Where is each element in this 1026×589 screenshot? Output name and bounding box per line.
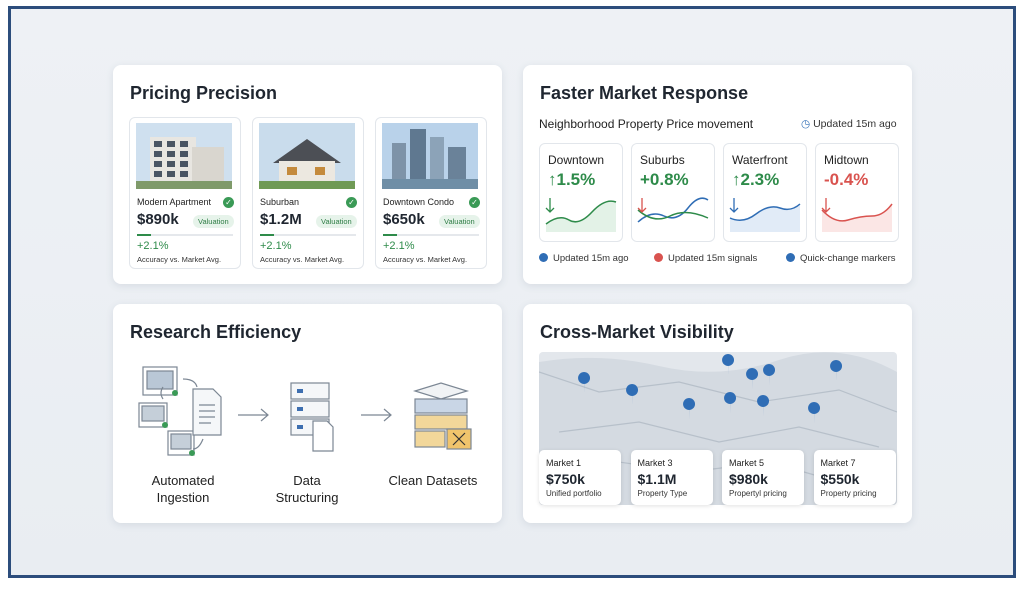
property-card: Downtown Condo ✓ $650k Valuation +2.1% Accura… [375, 117, 487, 269]
neighborhood-card: Suburbs +0.8% [631, 143, 715, 242]
sparkline [821, 198, 893, 232]
panel-title: Research Efficiency [130, 322, 302, 342]
property-price: $890k [137, 211, 179, 228]
step-label: Data Structuring [275, 473, 339, 505]
market-card: Market 5 $980k Propertyl pricing [722, 450, 804, 505]
market-panel: Faster Market Response Neighborhood Prop… [523, 65, 912, 284]
legend-item: Updated 15m ago [539, 253, 629, 264]
property-price: $1.2M [260, 211, 302, 228]
legend-item: Updated 15m signals [654, 253, 757, 264]
sparkline [637, 197, 709, 223]
sparkline [729, 198, 801, 232]
price-change: +0.8% [640, 170, 689, 189]
neighborhood-name: Suburbs [640, 153, 685, 167]
neighborhood-name: Waterfront [732, 153, 788, 167]
research-panel: Research Efficiency Automated Ingestion D… [113, 304, 502, 523]
step-label: Clean Datasets [388, 473, 478, 488]
accuracy-change: +2.1% [260, 240, 292, 252]
pricing-panel: Pricing Precision Modern Apartment ✓ $890k… [113, 65, 502, 284]
legend-item: Quick-change markers [786, 253, 896, 264]
accuracy-change: +2.1% [137, 240, 169, 252]
check-icon: ✓ [469, 197, 480, 208]
panel-title: Cross-Market Visibility [540, 322, 734, 342]
neighborhood-card: Downtown ↑1.5% [539, 143, 623, 242]
market-price: $980k [729, 471, 768, 487]
accuracy-note: Accuracy vs. Market Avg. [260, 255, 345, 264]
legend-label: Updated 15m ago [553, 253, 629, 264]
property-photo [382, 123, 478, 189]
sparkline [545, 198, 617, 232]
market-name: Market 7 [820, 458, 856, 468]
check-icon: ✓ [223, 197, 234, 208]
valuation-badge: Valuation [316, 215, 357, 228]
property-name: Suburban [260, 197, 300, 207]
valuation-badge: Valuation [439, 215, 480, 228]
panel-title: Pricing Precision [130, 83, 278, 103]
accuracy-note: Accuracy vs. Market Avg. [383, 255, 468, 264]
property-name: Downtown Condo [383, 197, 455, 207]
property-name: Modern Apartment [137, 197, 212, 207]
market-price: $550k [820, 471, 860, 487]
neighborhood-card: Waterfront ↑2.3% [723, 143, 807, 242]
cross-market-panel: Cross-Market Visibility Market 1 $750k Uni… [523, 304, 912, 523]
accuracy-note: Accuracy vs. Market Avg. [137, 255, 222, 264]
updated-text: Updated 15m ago [813, 118, 897, 130]
property-price: $650k [383, 211, 425, 228]
neighborhood-name: Midtown [824, 153, 869, 167]
property-card: Modern Apartment ✓ $890k Valuation +2.1% Accu… [129, 117, 241, 269]
property-photo [259, 123, 355, 189]
market-note: Propertyl pricing [729, 489, 787, 498]
price-change: ↑1.5% [548, 170, 596, 189]
market-price: $1.1M [637, 471, 677, 487]
check-icon: ✓ [346, 197, 357, 208]
legend-dot [786, 253, 795, 262]
market-card: Market 1 $750k Unified portfolio [539, 450, 621, 505]
market-note: Property pricing [820, 489, 877, 498]
neighborhood-card: Midtown -0.4% [815, 143, 899, 242]
valuation-badge: Valuation [193, 215, 234, 228]
panel-title: Faster Market Response [540, 83, 749, 103]
neighborhood-name: Downtown [548, 153, 605, 167]
market-card: Market 7 $550k Property pricing [813, 450, 896, 505]
accuracy-change: +2.1% [383, 240, 415, 252]
market-name: Market 5 [729, 458, 765, 468]
legend-dot [539, 253, 548, 262]
panel-subtitle: Neighborhood Property Price movement [539, 117, 754, 131]
legend-label: Updated 15m signals [668, 253, 758, 264]
market-note: Property Type [637, 489, 688, 498]
pipeline-icons [138, 366, 472, 456]
price-change: ↑2.3% [732, 170, 780, 189]
property-photo [136, 123, 232, 189]
price-change: -0.4% [824, 170, 869, 189]
property-card: Suburban ✓ $1.2M Valuation +2.1% Accuracy vs.… [252, 117, 364, 269]
progress-bar [383, 234, 479, 236]
progress-bar [137, 234, 233, 236]
market-price: $750k [546, 471, 585, 487]
progress-bar [260, 234, 356, 236]
market-name: Market 1 [546, 458, 582, 468]
step-label: Automated Ingestion [151, 473, 215, 505]
updated-note: ◷ Updated 15m ago [801, 118, 897, 130]
market-name: Market 3 [637, 458, 673, 468]
legend-label: Quick-change markers [800, 253, 896, 264]
map-shapes [539, 352, 897, 505]
market-card: Market 3 $1.1M Property Type [630, 450, 713, 505]
legend-dot [654, 253, 663, 262]
market-note: Unified portfolio [546, 489, 602, 498]
